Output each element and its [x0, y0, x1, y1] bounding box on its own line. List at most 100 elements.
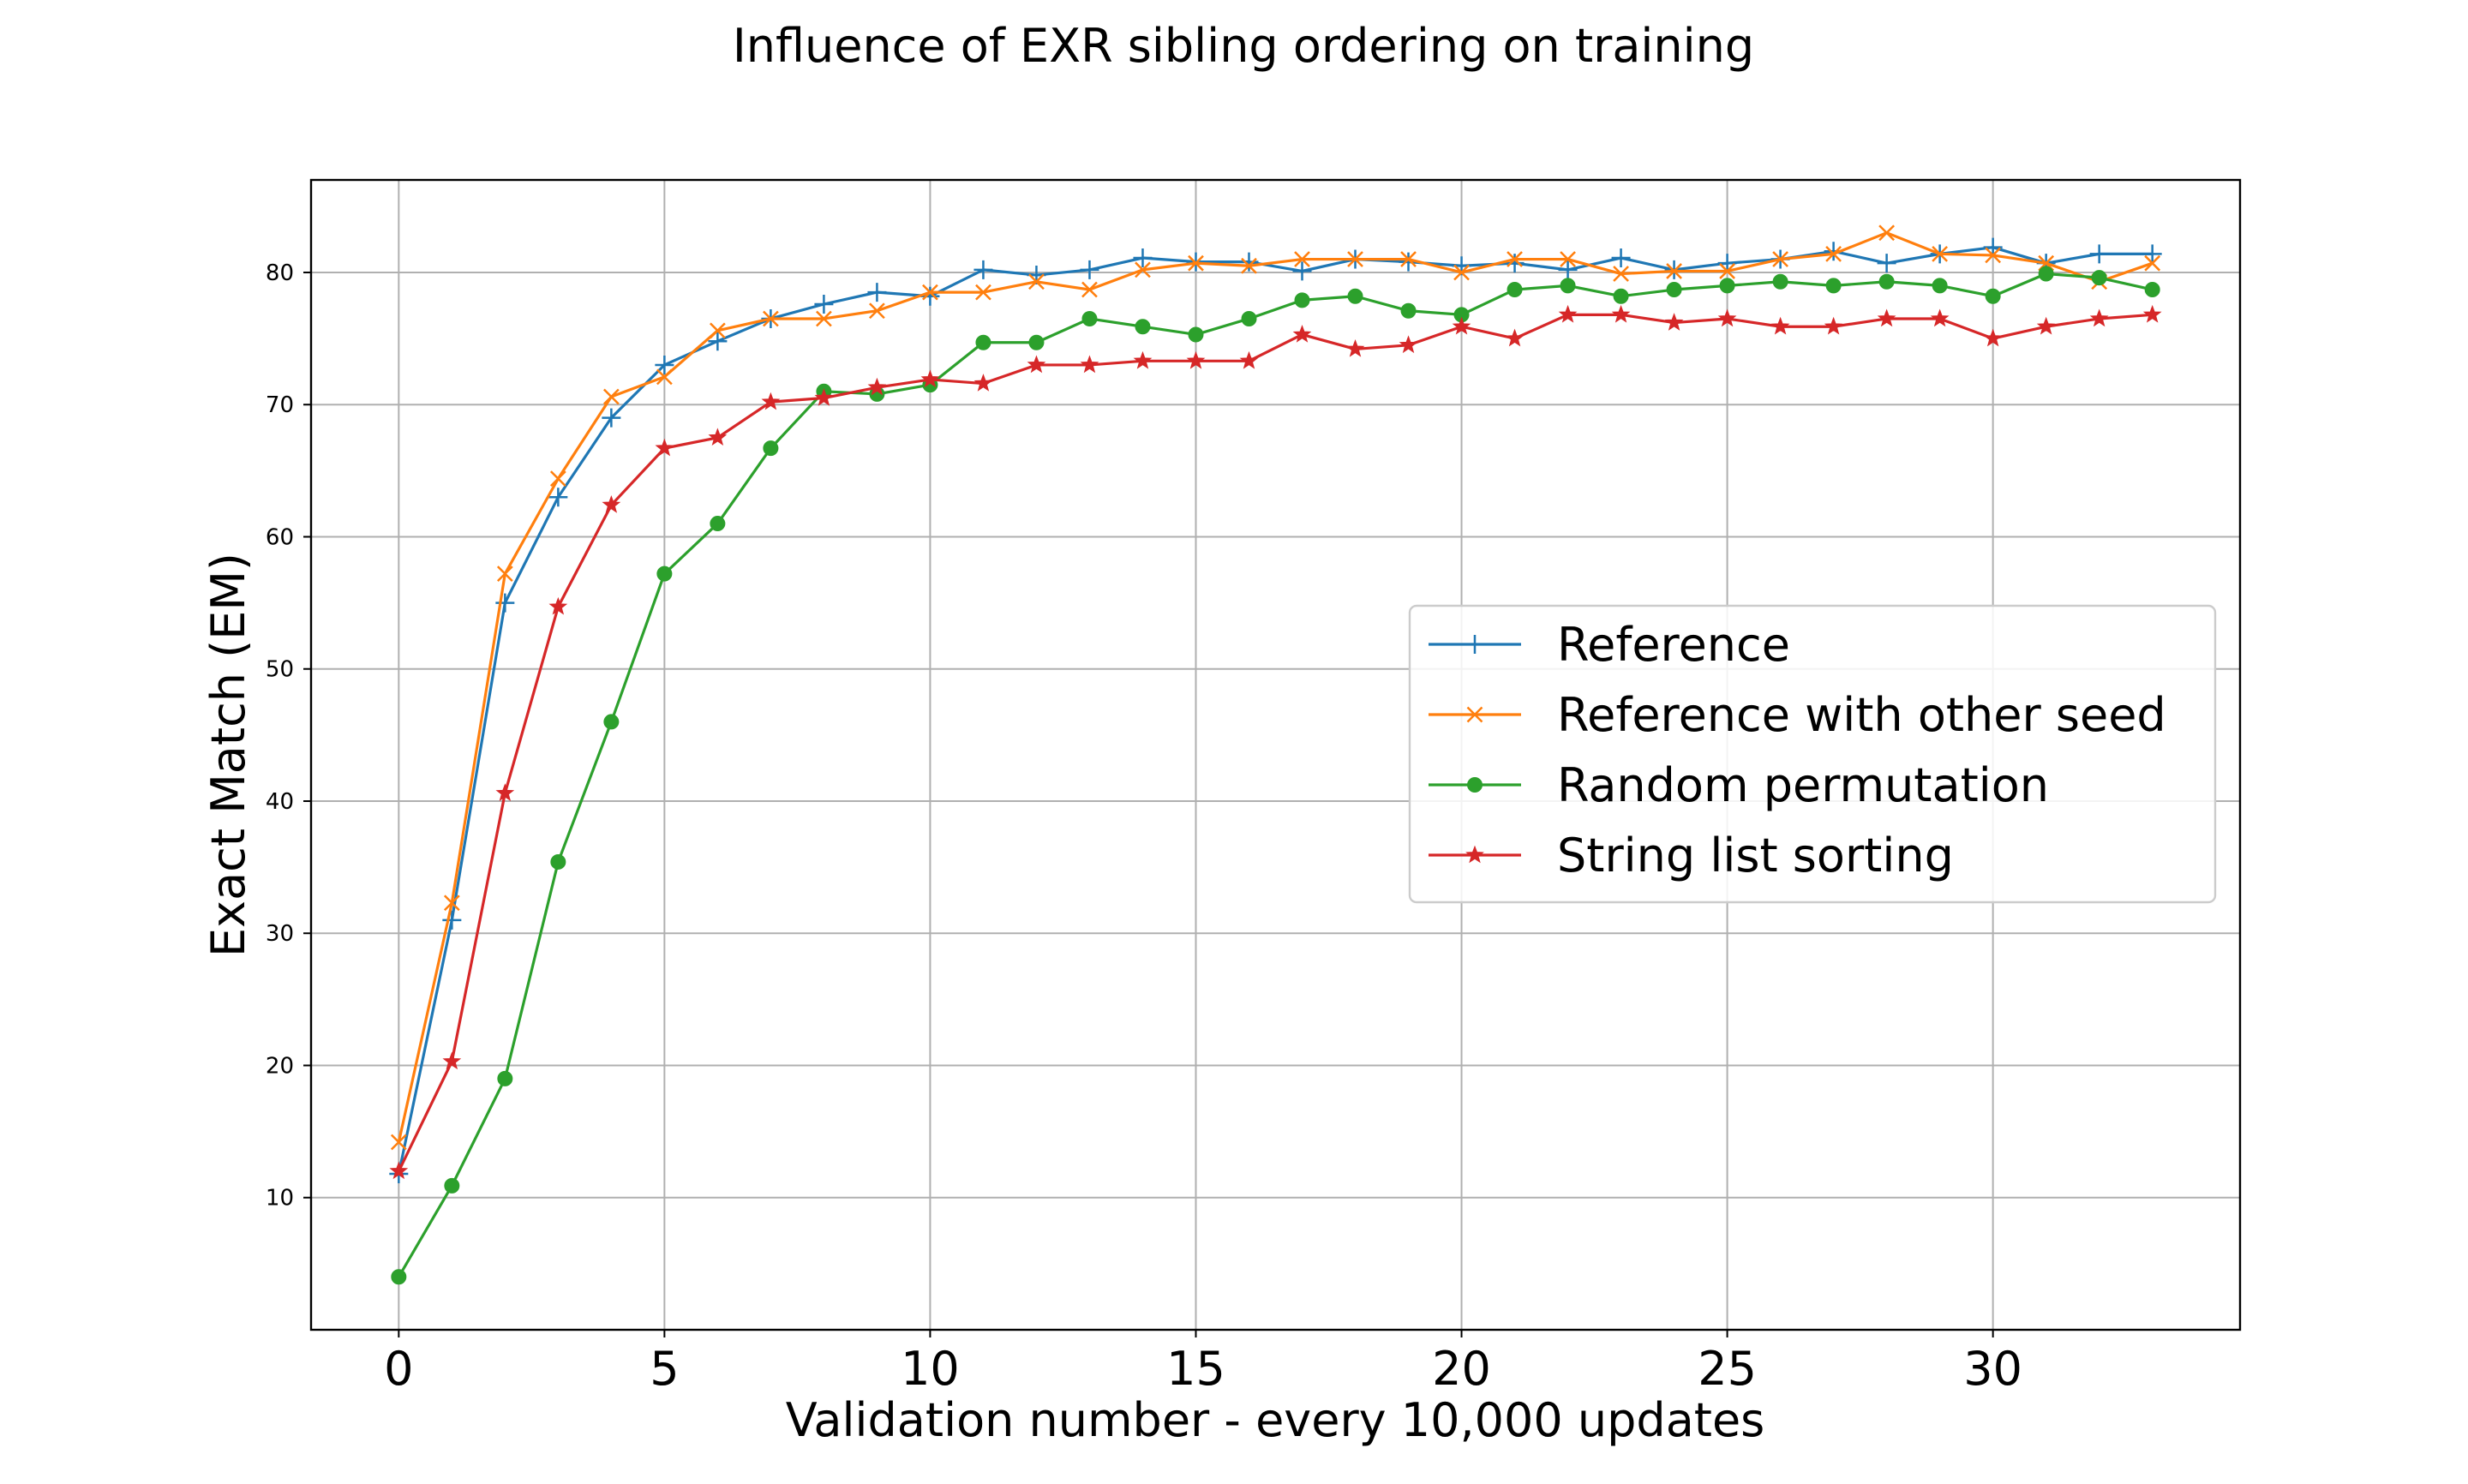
series-line	[397, 231, 2154, 1143]
legend-marker	[1465, 635, 1484, 654]
data-point	[710, 516, 726, 532]
data-point	[1983, 328, 2003, 347]
data-point	[1239, 252, 1259, 272]
data-point	[496, 565, 513, 583]
data-point	[922, 284, 938, 301]
data-point	[920, 369, 940, 388]
legend-entry: Reference	[1429, 618, 1790, 672]
data-point	[1188, 254, 1204, 272]
y-axis-label: Exact Match (EM)	[201, 553, 255, 957]
data-point	[2142, 304, 2162, 323]
data-point	[2142, 244, 2162, 264]
y-tick-label: 60	[266, 524, 294, 550]
data-point	[763, 440, 779, 457]
data-point	[443, 895, 460, 912]
data-point	[920, 286, 940, 306]
data-point	[1081, 310, 1098, 326]
data-point	[1825, 245, 1842, 262]
series-layer	[389, 224, 2162, 1285]
data-point	[1292, 261, 1312, 281]
x-tick-label: 25	[1698, 1342, 1757, 1396]
x-tick-label: 10	[901, 1342, 960, 1396]
data-point	[2091, 270, 2107, 286]
series-line	[397, 313, 2153, 1172]
data-point	[1825, 278, 1842, 294]
data-point	[1294, 251, 1310, 267]
data-point	[1028, 273, 1045, 290]
data-point	[1133, 248, 1153, 268]
series-random-permutation	[391, 266, 2160, 1285]
data-point	[1558, 260, 1578, 279]
data-point	[1666, 282, 1682, 298]
data-point	[1985, 288, 2001, 304]
data-point	[1985, 247, 2002, 264]
y-tick-label: 20	[266, 1053, 294, 1079]
data-point	[1930, 308, 1950, 327]
data-point	[1505, 328, 1525, 347]
series-reference-with-other-seed	[390, 224, 2161, 1151]
legend-label: String list sorting	[1557, 829, 1954, 883]
data-point	[867, 283, 887, 302]
data-point	[1345, 339, 1365, 357]
data-point	[495, 783, 515, 801]
legend-entries: Reference Reference with other seed Random…	[1429, 618, 2166, 883]
data-point	[973, 260, 993, 279]
legend-entry: String list sorting	[1429, 829, 1954, 883]
data-point	[1877, 308, 1896, 327]
y-tick-label: 10	[266, 1186, 294, 1212]
data-point	[1611, 304, 1631, 323]
x-tick-label: 30	[1963, 1342, 2022, 1396]
data-point	[1133, 350, 1153, 369]
data-point	[495, 593, 515, 613]
data-point	[655, 438, 674, 457]
data-point	[1294, 292, 1310, 308]
legend-marker	[1465, 845, 1484, 864]
series-string-list-sorting	[389, 304, 2162, 1180]
data-point	[1080, 260, 1099, 279]
data-point	[1186, 350, 1206, 369]
data-point	[2038, 266, 2054, 282]
data-point	[708, 332, 728, 351]
data-point	[442, 1051, 462, 1070]
data-point	[1505, 254, 1525, 273]
data-point	[1932, 278, 1948, 294]
data-point	[708, 428, 728, 446]
data-point	[444, 1177, 460, 1194]
legend-entry: Random permutation	[1429, 758, 2049, 812]
x-axis-label: Validation number - every 10,000 updates	[786, 1393, 1765, 1447]
data-point	[602, 495, 621, 513]
data-point	[602, 388, 620, 405]
data-point	[1292, 325, 1312, 343]
data-point	[1028, 334, 1045, 350]
data-point	[1135, 261, 1151, 278]
data-point	[442, 910, 462, 930]
data-point	[973, 374, 993, 392]
data-point	[548, 596, 568, 615]
y-tick-label: 80	[266, 260, 294, 286]
y-tick-label: 50	[266, 657, 294, 683]
data-point	[2144, 282, 2160, 298]
data-point	[1770, 316, 1790, 335]
data-point	[816, 310, 832, 327]
data-point	[1878, 224, 1896, 242]
data-point	[603, 714, 620, 730]
data-point	[1399, 335, 1418, 354]
data-point	[390, 1134, 407, 1151]
data-point	[1719, 278, 1735, 294]
data-point	[1613, 266, 1629, 282]
data-point	[814, 294, 834, 314]
y-tick-label: 70	[266, 392, 294, 418]
data-point	[1666, 263, 1682, 279]
data-point	[1400, 251, 1417, 267]
data-point	[1932, 245, 1949, 262]
data-point	[975, 334, 991, 350]
data-point	[710, 322, 726, 339]
data-point	[1772, 251, 1788, 267]
data-point	[1135, 319, 1151, 335]
data-point	[497, 1070, 513, 1086]
data-point	[1772, 273, 1788, 290]
legend-entry: Reference with other seed	[1429, 688, 2166, 742]
legend-label: Reference with other seed	[1557, 688, 2166, 742]
